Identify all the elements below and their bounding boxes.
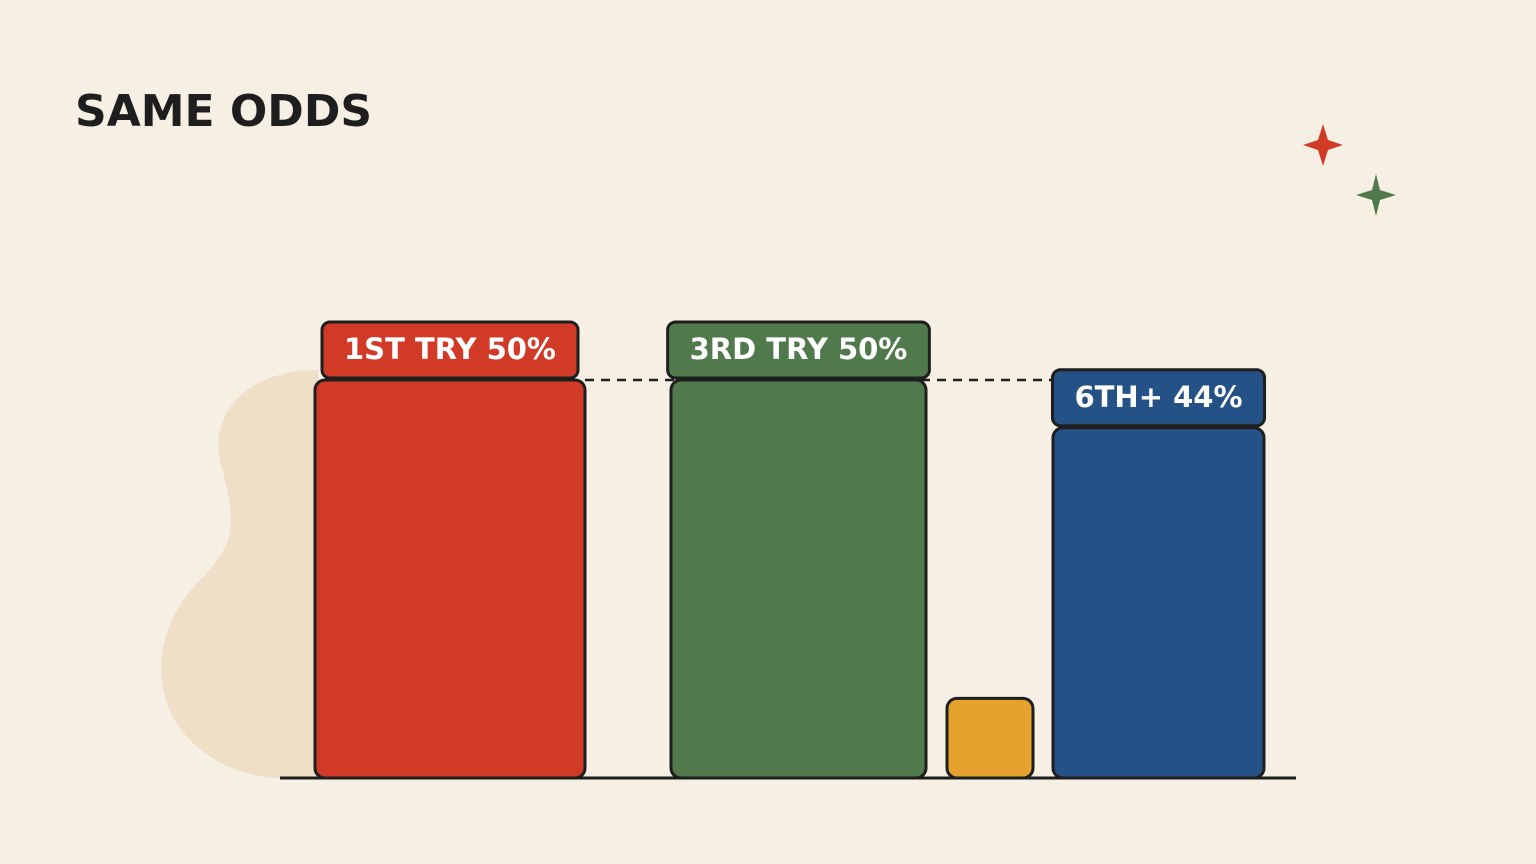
label-box (320, 320, 580, 380)
bar-label: 3RD TRY 50% (690, 332, 908, 366)
value-label: 50% (487, 332, 556, 366)
chart-title: SAME ODDS (75, 86, 372, 137)
value-label: 44% (1173, 380, 1242, 414)
category-label: 6TH+ (1074, 380, 1163, 414)
decor-star (1356, 174, 1396, 216)
bar (945, 696, 1035, 780)
decor-star (1303, 124, 1343, 166)
bar (669, 378, 928, 780)
bar-label: 1ST TRY 50% (344, 332, 556, 366)
bars: 1ST TRY 50% 3RD TRY 50%6TH+ 44% (313, 320, 1272, 780)
decor-blob (161, 370, 318, 779)
bar (313, 378, 587, 780)
category-label: 1ST TRY (344, 332, 477, 366)
value-label: 50% (838, 332, 907, 366)
bar (1051, 426, 1266, 780)
category-label: 3RD TRY (690, 332, 829, 366)
label-box (1050, 368, 1267, 428)
label-box (666, 320, 931, 380)
bar-label: 6TH+ 44% (1074, 380, 1242, 414)
